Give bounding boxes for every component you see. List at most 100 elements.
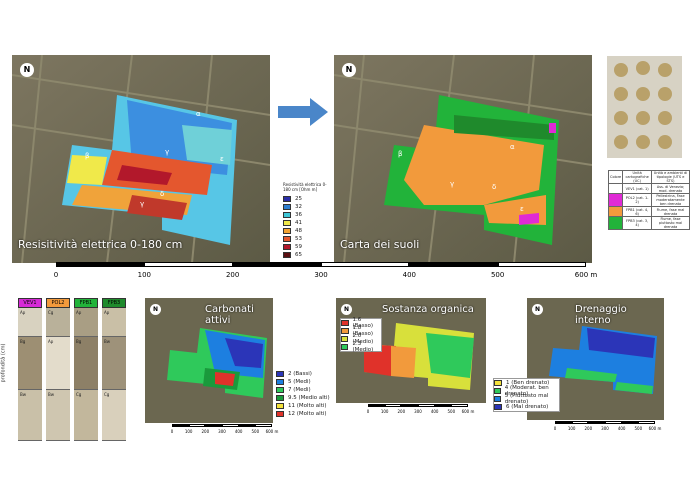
legend-label: 7 (Medi) bbox=[288, 387, 311, 393]
zone-label: α bbox=[510, 143, 515, 151]
legend-label: 48 bbox=[295, 228, 302, 234]
profiles-axis-label: profondità (cm) bbox=[0, 343, 7, 383]
scale-segment bbox=[409, 262, 498, 267]
north-arrow-icon: N bbox=[532, 304, 543, 315]
legend-swatch bbox=[276, 403, 284, 409]
scale-tick-label: 600 m bbox=[461, 409, 475, 414]
profile-horizon: Bg bbox=[74, 337, 98, 390]
scale-bar: 0 100 200 300 400 500 600 m bbox=[53, 262, 597, 284]
table-cell: Pellestrina, Fase moderatamente ben dren… bbox=[651, 193, 690, 207]
scale-tick-label: 300 bbox=[414, 409, 422, 414]
legend-label: 65 bbox=[295, 252, 302, 258]
scale-tick-label: 600 m bbox=[265, 429, 279, 434]
legend-label: 41 bbox=[295, 220, 302, 226]
legend-swatch bbox=[276, 371, 284, 377]
scale-segment bbox=[588, 421, 605, 424]
scale-segment bbox=[451, 404, 468, 407]
sostanza-map-image bbox=[336, 298, 486, 403]
scale-bar-small-2: 0 100 200 300 400 500 600 m bbox=[366, 404, 474, 418]
scale-tick-label: 400 bbox=[430, 409, 439, 414]
scale-tick-label: 500 bbox=[251, 429, 260, 434]
scale-segment bbox=[321, 262, 410, 267]
scale-tick-label: 400 bbox=[234, 429, 243, 434]
north-arrow-icon: N bbox=[150, 304, 161, 315]
legend-label: 1 (Ben drenato) bbox=[506, 380, 550, 386]
scale-tick-label: 400 bbox=[402, 271, 417, 279]
horizon-label: Cg bbox=[76, 392, 82, 397]
scale-tick-label: 100 bbox=[567, 426, 576, 431]
table-cell: FPB3 (cat. 3, 4) bbox=[622, 216, 652, 230]
scale-segment bbox=[238, 424, 256, 427]
scale-segment bbox=[555, 421, 572, 424]
scale-tick-label: 300 bbox=[601, 426, 609, 431]
zone-label: β bbox=[85, 152, 90, 160]
table-row: FPB1 (cat. 4, 6) Fiume, fase mal drenata bbox=[607, 206, 690, 217]
legend-swatch bbox=[276, 411, 284, 417]
legend-swatch bbox=[276, 387, 284, 393]
profile-horizon: Bw bbox=[102, 337, 126, 390]
legend-swatch bbox=[283, 204, 291, 210]
scale-tick-label: 500 bbox=[634, 426, 643, 431]
legend-label: 6 (Mal drenato) bbox=[506, 404, 549, 410]
carbonati-caption: Carbonati attivi bbox=[205, 304, 254, 326]
zone-label: γ bbox=[140, 200, 145, 208]
legend-swatch bbox=[283, 252, 291, 258]
scale-tick-label: 500 bbox=[490, 271, 505, 279]
zone-label: ε bbox=[220, 155, 224, 163]
table-cell: POL2 (cat. 1-2) bbox=[622, 193, 652, 207]
scale-tick-label: 500 bbox=[447, 409, 456, 414]
legend-item: 32 bbox=[283, 203, 328, 211]
arrow-icon bbox=[278, 98, 328, 126]
profile-header: FPB1 bbox=[74, 298, 98, 308]
scale-tick-label: 600 m bbox=[574, 271, 598, 279]
drenaggio-caption: Drenaggio interno bbox=[575, 304, 627, 326]
table-cell: FPB1 (cat. 4, 6) bbox=[622, 206, 652, 217]
legend-item: 9.5 (Medio alti) bbox=[276, 394, 331, 402]
legend-item: 1.8 (Basso) bbox=[341, 325, 381, 337]
table-header-cell: Unità cartografiche (UC) bbox=[622, 170, 652, 184]
horizon-label: Cg bbox=[104, 392, 110, 397]
legend-item: 1.6 (Basso) bbox=[341, 317, 381, 329]
profile-horizon: Ap bbox=[18, 308, 42, 337]
sostanza-map: N Sostanza organica bbox=[336, 298, 486, 403]
legend-swatch bbox=[283, 196, 291, 202]
soil-map: N Carta dei suoli bbox=[334, 55, 592, 263]
scale-tick-label: 0 bbox=[53, 271, 59, 279]
scale-tick-label: 0 bbox=[366, 409, 370, 414]
legend-swatch bbox=[494, 404, 502, 410]
legend-swatch bbox=[494, 388, 501, 394]
scale-tick-label: 200 bbox=[225, 271, 240, 279]
soil-units-table: Colore Unità cartografiche (UC) Unità e … bbox=[607, 170, 690, 230]
color-swatch bbox=[607, 183, 624, 194]
legend-item: 53 bbox=[283, 235, 328, 243]
zone-label: γ bbox=[165, 148, 170, 156]
zone-label: α bbox=[196, 110, 201, 118]
scale-segment bbox=[621, 421, 639, 424]
drenaggio-map-image bbox=[527, 298, 664, 420]
legend-swatch bbox=[276, 395, 284, 401]
legend-swatch bbox=[283, 212, 291, 218]
legend-label: 1.8 (Basso) bbox=[352, 325, 374, 337]
legend-label: 36 bbox=[295, 212, 302, 218]
scale-tick-label: 300 bbox=[314, 271, 328, 279]
soil-profiles: profondità (cm) VEV1 Ap Bg Bw POL2 Cg Ap Bw FPB1… bbox=[0, 298, 130, 441]
table-cell: Ass. di Venezia; mod. drenato bbox=[651, 183, 690, 194]
legend-item: 11 (Molto alti) bbox=[276, 402, 331, 410]
profile-column: POL2 Cg Ap Bw bbox=[46, 298, 70, 441]
sostanza-legend: 1.6 (Basso) 1.8 (Basso) 2.0 (Medio) 2.3 (Me… bbox=[340, 317, 382, 353]
legend-swatch bbox=[341, 344, 349, 350]
profile-horizon: Ap bbox=[74, 308, 98, 337]
table-row: VEV1 (cat. 1) Ass. di Venezia; mod. dren… bbox=[607, 183, 690, 194]
table-header-cell: Unità e ambienti di tipologie (UTS e STS… bbox=[651, 170, 690, 184]
legend-item: 25 bbox=[283, 195, 328, 203]
profile-horizon: Bw bbox=[18, 390, 42, 441]
legend-label: 2.0 (Medio) bbox=[352, 333, 374, 345]
carbonati-map-image bbox=[145, 298, 273, 423]
legend-label: 9.5 (Medio alti) bbox=[288, 395, 330, 401]
legend-swatch bbox=[283, 228, 291, 234]
horizon-label: Ap bbox=[48, 339, 54, 344]
soil-map-image bbox=[334, 55, 592, 263]
zone-label: δ bbox=[160, 190, 165, 198]
scale-segment bbox=[401, 404, 418, 407]
legend-swatch bbox=[341, 320, 349, 326]
